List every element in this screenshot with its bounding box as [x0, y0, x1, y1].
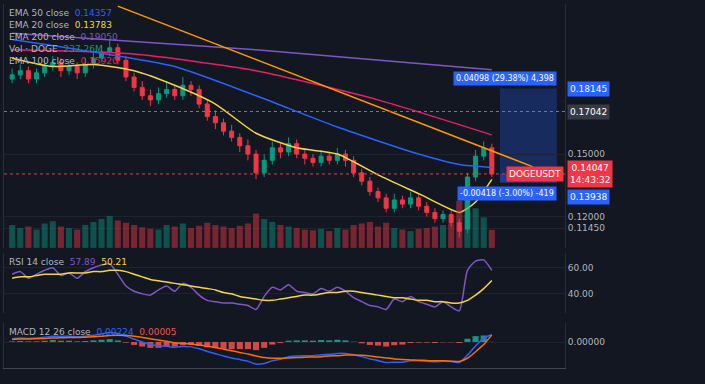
svg-text:0.00000: 0.00000 [568, 337, 605, 347]
svg-text:0.17042: 0.17042 [570, 107, 607, 117]
svg-text:0.12000: 0.12000 [568, 212, 605, 222]
svg-text:0.04098 (29.38%) 4,398: 0.04098 (29.38%) 4,398 [456, 74, 554, 83]
svg-text:EMA 50 close 0.14357: EMA 50 close 0.14357 [9, 8, 112, 18]
svg-text:0.18145: 0.18145 [570, 84, 607, 94]
svg-text:60.00: 60.00 [568, 263, 594, 273]
svg-text:-0.00418 (-3.00%) -419: -0.00418 (-3.00%) -419 [460, 189, 554, 198]
svg-text:MACD 12 26 close 0.00224 0.0: MACD 12 26 close 0.00224 0.00005 [9, 327, 177, 337]
svg-text:40.00: 40.00 [568, 289, 594, 299]
svg-text:Vol · DOGE 237.26M: Vol · DOGE 237.26M [9, 44, 103, 54]
svg-text:0.11450: 0.11450 [568, 223, 605, 233]
svg-text:0.13938: 0.13938 [570, 192, 607, 202]
svg-text:EMA 20 close 0.13783: EMA 20 close 0.13783 [9, 20, 112, 30]
svg-text:EMA 100 close 0.15920: EMA 100 close 0.15920 [9, 56, 118, 66]
svg-text:DOGEUSDT: DOGEUSDT [509, 169, 561, 179]
svg-text:0.1404714:43:32: 0.1404714:43:32 [570, 163, 610, 185]
svg-text:RSI 14 close 57.89 50.21: RSI 14 close 57.89 50.21 [9, 257, 127, 267]
svg-text:0.15000: 0.15000 [568, 149, 605, 159]
svg-text:EMA 200 close 0.19050: EMA 200 close 0.19050 [9, 32, 118, 42]
